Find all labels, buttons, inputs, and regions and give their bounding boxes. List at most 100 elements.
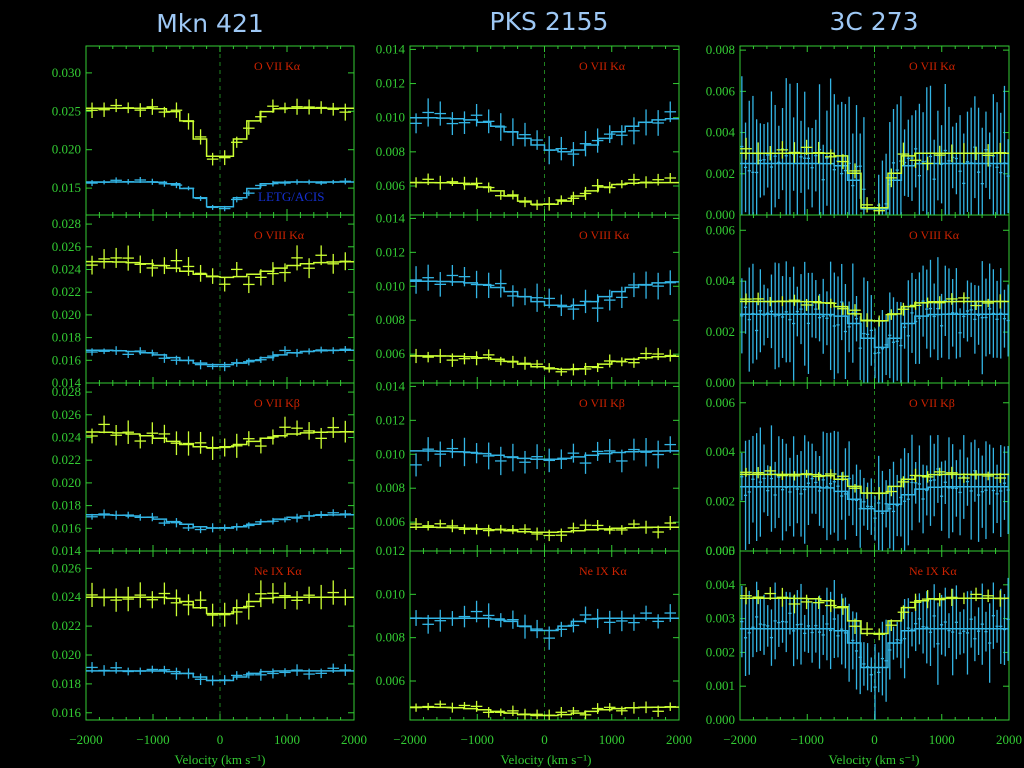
panel-line-label: O VIII Kα: [579, 228, 630, 242]
y-tick-label: 0.000: [706, 712, 735, 727]
y-tick-label: 0.002: [706, 644, 735, 659]
y-tick-label: 0.014: [52, 375, 82, 390]
panel-0-3: 0.026 0.024 0.022 0.020 0.018 0.016 Ne IX Kα −2…: [52, 550, 367, 747]
panel-line-label: Ne IX Kα: [579, 564, 627, 578]
y-tick-label: 0.000: [706, 543, 735, 558]
model-line-blue: [410, 617, 679, 632]
y-tick-label: 0.024: [52, 429, 82, 444]
panel-line-label: O VII Kβ: [254, 396, 300, 410]
y-tick-label: 0.005: [706, 543, 735, 558]
panel-line-label: O VII Kα: [909, 59, 956, 73]
panel-1-2: 0.014 0.012 0.010 0.008 0.006 O VII Kβ: [376, 378, 680, 552]
panel-line-label: O VIII Kα: [254, 228, 305, 242]
y-tick-label: 0.010: [376, 278, 405, 293]
x-tick-label: 1000: [599, 732, 625, 747]
y-tick-label: 0.006: [376, 514, 406, 529]
y-tick-label: 0.008: [376, 630, 405, 645]
y-tick-label: 0.003: [706, 611, 735, 626]
y-tick-label: 0.018: [52, 330, 81, 345]
y-tick-label: 0.008: [376, 312, 405, 327]
y-tick-label: 0.020: [52, 647, 81, 662]
x-tick-label: 0: [541, 732, 548, 747]
y-tick-label: 0.016: [52, 520, 82, 535]
y-tick-label: 0.008: [706, 42, 735, 57]
x-axis-title-mkn421: Velocity (km s⁻¹): [175, 752, 266, 767]
x-tick-label: −1000: [791, 732, 824, 747]
panel-line-label: O VII Kα: [579, 59, 626, 73]
column-title-mkn421: Mkn 421: [156, 9, 264, 38]
panel-line-label: Ne IX Kα: [909, 564, 957, 578]
model-line-yellow: [86, 596, 354, 615]
x-tick-label: 1000: [929, 732, 955, 747]
y-tick-label: 0.025: [52, 103, 81, 118]
instrument-label: LETG/ACIS: [258, 189, 324, 204]
y-tick-label: 0.012: [376, 244, 405, 259]
x-tick-label: 2000: [341, 732, 367, 747]
y-tick-label: 0.012: [376, 412, 405, 427]
y-tick-label: 0.006: [706, 83, 736, 98]
panel-1-0: 0.014 0.012 0.010 0.008 0.006 O VII Kα: [376, 41, 680, 216]
y-tick-label: 0.026: [52, 239, 82, 254]
x-tick-label: −2000: [393, 732, 426, 747]
y-tick-label: 0.026: [52, 560, 82, 575]
y-tick-label: 0.020: [52, 307, 81, 322]
x-tick-label: 2000: [666, 732, 692, 747]
x-tick-label: 2000: [996, 732, 1022, 747]
model-line-blue: [740, 162, 1009, 210]
y-tick-label: 0.002: [706, 324, 735, 339]
panel-line-label: O VII Kβ: [909, 396, 955, 410]
y-tick-label: 0.024: [52, 261, 82, 276]
y-tick-label: 0.006: [706, 222, 736, 237]
y-tick-label: 0.018: [52, 676, 81, 691]
y-tick-label: 0.002: [706, 494, 735, 509]
y-tick-label: 0.004: [706, 444, 736, 459]
y-tick-label: 0.006: [376, 178, 406, 193]
y-tick-label: 0.014: [376, 210, 406, 225]
panel-line-label: Ne IX Kα: [254, 564, 302, 578]
y-tick-label: 0.015: [52, 180, 81, 195]
y-tick-label: 0.000: [706, 375, 735, 390]
y-tick-label: 0.026: [52, 407, 82, 422]
y-tick-label: 0.028: [52, 384, 81, 399]
y-tick-label: 0.022: [52, 452, 81, 467]
y-tick-label: 0.018: [52, 498, 81, 513]
column-title-3c273: 3C 273: [829, 7, 918, 36]
model-line-blue: [410, 280, 679, 308]
panel-1-1: 0.014 0.012 0.010 0.008 0.006 O VIII Kα: [376, 210, 680, 384]
y-tick-label: 0.004: [706, 577, 736, 592]
y-tick-label: 0.008: [376, 144, 405, 159]
x-tick-label: −2000: [723, 732, 756, 747]
x-tick-label: 0: [871, 732, 878, 747]
y-tick-label: 0.022: [52, 618, 81, 633]
x-axis-title-3c273: Velocity (km s⁻¹): [829, 752, 920, 767]
y-tick-label: 0.028: [52, 216, 81, 231]
x-tick-label: −1000: [136, 732, 169, 747]
y-tick-label: 0.020: [52, 475, 81, 490]
column-title-pks2155: PKS 2155: [490, 7, 609, 36]
model-line-yellow: [740, 597, 1009, 635]
y-tick-label: 0.010: [376, 110, 405, 125]
x-tick-label: 0: [217, 732, 224, 747]
x-tick-label: 1000: [274, 732, 300, 747]
y-tick-label: 0.030: [52, 65, 81, 80]
y-tick-label: 0.000: [706, 207, 735, 222]
model-line-yellow: [86, 260, 354, 279]
panel-0-0: 0.030 0.025 0.020 0.015 O VII Kα LETG/ACIS: [52, 45, 355, 216]
panel-2-0: 0.008 0.006 0.004 0.002 0.000 O VII Kα: [706, 42, 1010, 222]
model-line-yellow: [86, 107, 354, 157]
model-line-blue: [410, 116, 679, 153]
y-tick-label: 0.010: [376, 446, 405, 461]
x-axis-title-pks2155: Velocity (km s⁻¹): [501, 752, 592, 767]
y-tick-label: 0.014: [376, 41, 406, 56]
y-tick-label: 0.006: [376, 346, 406, 361]
y-tick-label: 0.012: [376, 543, 405, 558]
y-tick-label: 0.001: [706, 678, 735, 693]
panel-line-label: O VII Kα: [254, 59, 301, 73]
y-tick-label: 0.022: [52, 284, 81, 299]
x-tick-label: −2000: [69, 732, 102, 747]
y-tick-label: 0.014: [52, 543, 82, 558]
panel-line-label: O VII Kβ: [579, 396, 625, 410]
y-tick-label: 0.010: [376, 586, 405, 601]
